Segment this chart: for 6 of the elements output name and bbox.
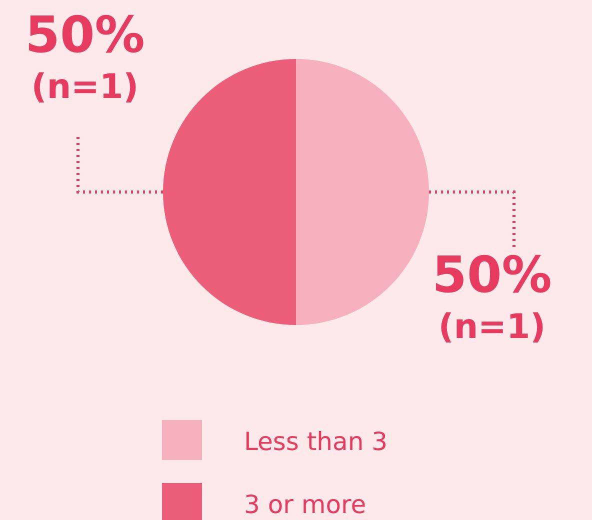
pie-slice — [163, 59, 296, 325]
data-label: 50% (n=1) — [25, 6, 145, 107]
legend-label: 3 or more — [244, 490, 366, 519]
pie-slice — [296, 59, 429, 325]
data-label: 50% (n=1) — [432, 246, 552, 347]
legend-label: Less than 3 — [244, 427, 388, 456]
